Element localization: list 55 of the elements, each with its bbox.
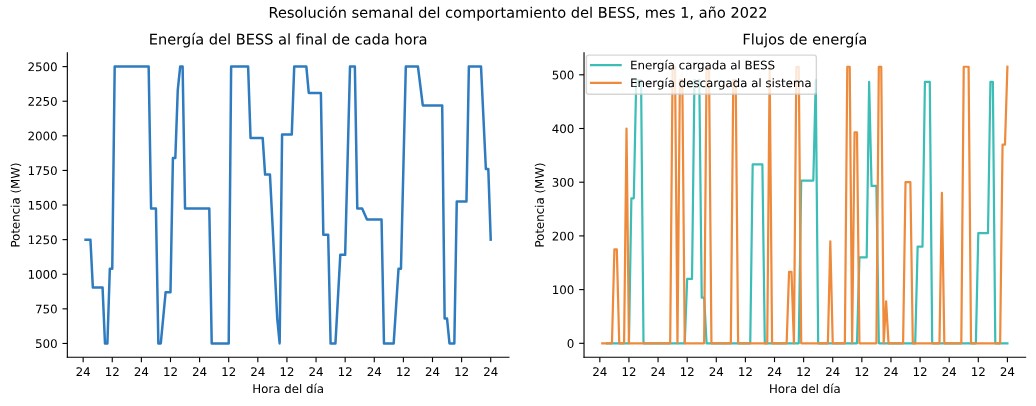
x-tick-label: 24 <box>709 367 724 376</box>
x-tick-label: 12 <box>739 367 752 376</box>
legend-label: Energía descargada al sistema <box>631 77 811 90</box>
x-tick-label: 24 <box>425 367 440 376</box>
x-tick-label: 12 <box>680 367 694 376</box>
x-tick-label: 24 <box>134 367 149 376</box>
y-tick-label: 200 <box>552 231 574 241</box>
y-tick-label: 500 <box>36 339 57 349</box>
y-tick-label: 400 <box>552 124 574 134</box>
y-tick-label: 1500 <box>28 200 57 210</box>
text: Resolución semanal del comportamiento del BESS, mes 1, año 2022 <box>269 6 767 21</box>
line-series <box>84 65 492 345</box>
x-tick-label: 24 <box>367 367 382 376</box>
y-tick-label: 2000 <box>28 131 57 141</box>
y-tick-label: 100 <box>553 285 574 295</box>
x-tick-label: 12 <box>622 367 636 376</box>
y-tick-label: 2250 <box>28 96 57 106</box>
x-tick-label: 24 <box>484 367 498 376</box>
chart-title: Energía del BESS al final de cada hora <box>150 32 427 48</box>
x-axis-title: Hora del día <box>253 383 323 394</box>
x-tick-label: 24 <box>1000 367 1015 376</box>
x-tick-label: 12 <box>397 367 410 376</box>
x-tick-label: 12 <box>222 367 236 376</box>
x-tick-label: 24 <box>192 367 207 376</box>
y-tick-label: 1250 <box>28 235 57 245</box>
x-tick-label: 24 <box>251 367 265 376</box>
y-axis-title: Potencia (MW) <box>534 163 546 247</box>
x-tick-label: 24 <box>651 367 665 376</box>
x-tick-label: 24 <box>826 367 840 376</box>
y-axis-title: Potencia (MW) <box>10 163 22 247</box>
x-tick-label: 24 <box>593 367 607 376</box>
x-axis-title: Hora del día <box>770 383 840 394</box>
x-tick-label: 12 <box>455 367 468 376</box>
x-tick-label: 12 <box>972 367 985 376</box>
x-tick-label: 12 <box>164 367 177 376</box>
y-tick-label: 2500 <box>28 62 57 72</box>
x-tick-label: 12 <box>338 367 352 376</box>
y-tick-label: 0 <box>567 339 574 348</box>
x-tick-label: 12 <box>913 367 927 376</box>
x-tick-label: 24 <box>309 367 323 376</box>
x-tick-label: 12 <box>797 367 810 376</box>
y-tick-label: 300 <box>552 177 574 187</box>
x-tick-label: 12 <box>280 367 294 376</box>
x-tick-label: 24 <box>76 367 90 376</box>
y-tick-label: 500 <box>552 70 574 80</box>
x-tick-label: 24 <box>767 367 782 376</box>
y-tick-label: 750 <box>36 304 57 314</box>
y-tick-label: 1750 <box>28 166 57 176</box>
x-tick-label: 24 <box>884 367 898 376</box>
x-tick-label: 12 <box>855 367 869 376</box>
x-tick-label: 24 <box>942 367 957 376</box>
y-tick-label: 1000 <box>28 269 57 279</box>
chart-title: Flujos de energía <box>743 32 866 48</box>
x-tick-label: 12 <box>106 367 119 376</box>
legend-label: Energía cargada al BESS <box>631 59 775 72</box>
